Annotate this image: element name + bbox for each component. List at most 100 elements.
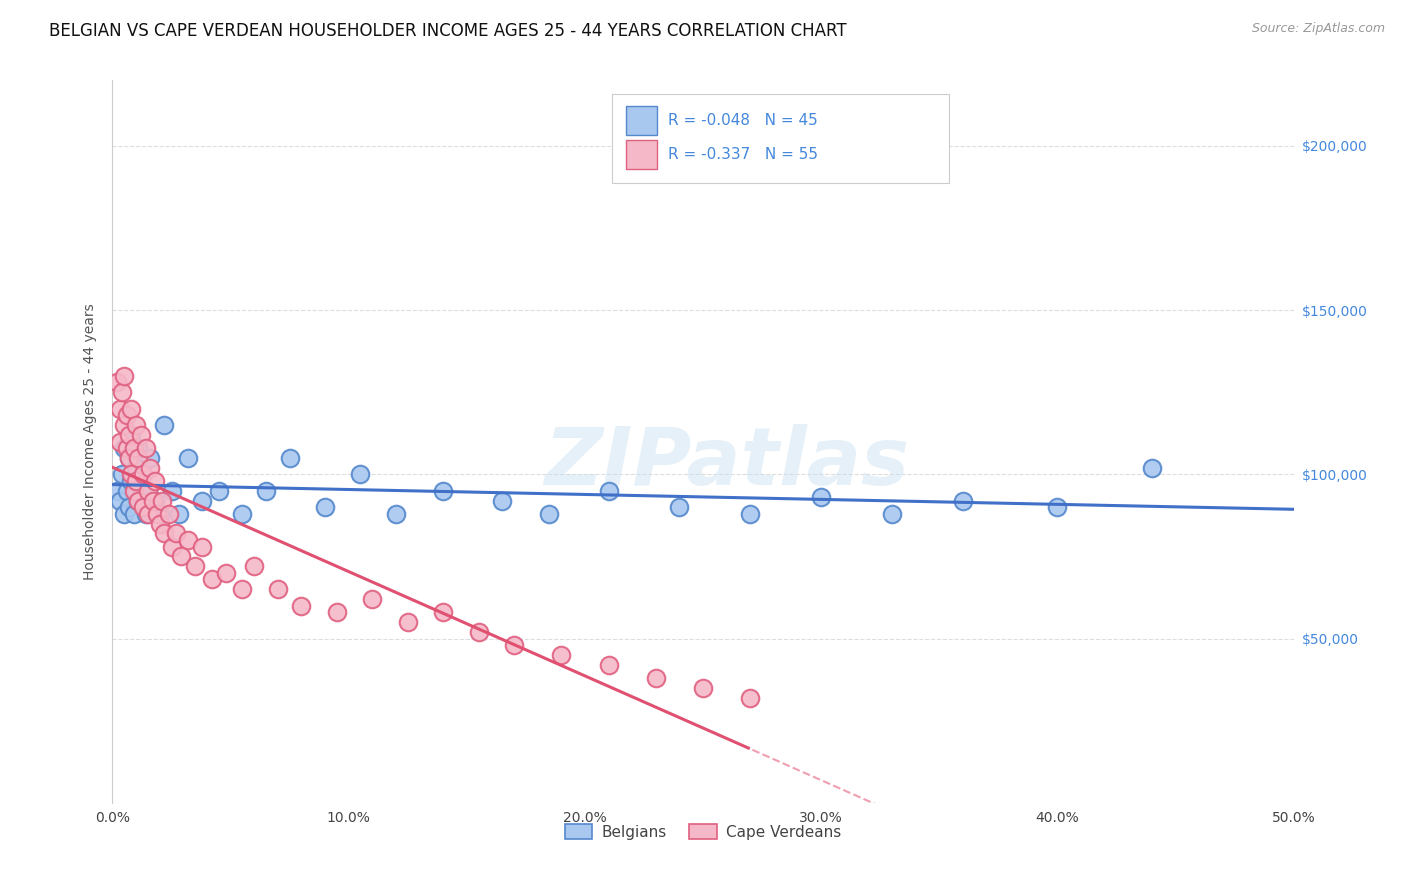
Point bbox=[115, 483, 138, 498]
Text: Source: ZipAtlas.com: Source: ZipAtlas.com bbox=[1251, 22, 1385, 36]
Point bbox=[105, 376, 128, 390]
Point bbox=[598, 657, 620, 672]
Point bbox=[120, 474, 142, 488]
Point bbox=[139, 460, 162, 475]
Point bbox=[122, 483, 145, 498]
Point bbox=[467, 625, 489, 640]
Point bbox=[120, 401, 142, 416]
Point bbox=[112, 441, 135, 455]
Point bbox=[880, 507, 903, 521]
Point bbox=[326, 605, 349, 619]
Point bbox=[118, 450, 141, 465]
Point bbox=[208, 483, 231, 498]
Point bbox=[105, 483, 128, 498]
Point bbox=[129, 428, 152, 442]
Point bbox=[644, 671, 666, 685]
Point bbox=[125, 474, 148, 488]
Point bbox=[740, 690, 762, 705]
Point bbox=[142, 493, 165, 508]
Point bbox=[153, 418, 176, 433]
Point bbox=[122, 507, 145, 521]
Point bbox=[108, 401, 131, 416]
Point bbox=[1140, 460, 1163, 475]
Point bbox=[127, 493, 149, 508]
Point bbox=[160, 483, 183, 498]
Point bbox=[125, 460, 148, 475]
Text: R = -0.048   N = 45: R = -0.048 N = 45 bbox=[668, 113, 818, 128]
Point bbox=[810, 491, 832, 505]
Point bbox=[112, 418, 135, 433]
Point bbox=[115, 409, 138, 423]
Point bbox=[396, 615, 419, 630]
Point bbox=[231, 582, 253, 597]
Point bbox=[125, 418, 148, 433]
Point bbox=[112, 507, 135, 521]
Point bbox=[127, 450, 149, 465]
Point bbox=[538, 507, 561, 521]
Point bbox=[136, 507, 159, 521]
Point bbox=[278, 450, 301, 465]
Point bbox=[952, 493, 974, 508]
Point bbox=[550, 648, 572, 662]
Point bbox=[231, 507, 253, 521]
Point bbox=[118, 450, 141, 465]
Point bbox=[135, 441, 157, 455]
Point bbox=[112, 368, 135, 383]
Point bbox=[385, 507, 408, 521]
Legend: Belgians, Cape Verdeans: Belgians, Cape Verdeans bbox=[558, 818, 848, 846]
Point bbox=[157, 507, 180, 521]
Point bbox=[668, 500, 690, 515]
Point bbox=[108, 493, 131, 508]
Point bbox=[184, 559, 207, 574]
Point bbox=[139, 450, 162, 465]
Point bbox=[290, 599, 312, 613]
Point bbox=[118, 428, 141, 442]
Point bbox=[692, 681, 714, 695]
Point bbox=[491, 493, 513, 508]
Point bbox=[598, 483, 620, 498]
Text: BELGIAN VS CAPE VERDEAN HOUSEHOLDER INCOME AGES 25 - 44 YEARS CORRELATION CHART: BELGIAN VS CAPE VERDEAN HOUSEHOLDER INCO… bbox=[49, 22, 846, 40]
Point bbox=[267, 582, 290, 597]
Point bbox=[149, 516, 172, 531]
Point bbox=[143, 493, 166, 508]
Point bbox=[740, 507, 762, 521]
Point bbox=[122, 441, 145, 455]
Point bbox=[143, 474, 166, 488]
Point bbox=[349, 467, 371, 482]
Point bbox=[111, 385, 134, 400]
Point bbox=[314, 500, 336, 515]
Text: R = -0.337   N = 55: R = -0.337 N = 55 bbox=[668, 147, 818, 161]
Point bbox=[432, 605, 454, 619]
Point bbox=[132, 467, 155, 482]
Point bbox=[215, 566, 238, 580]
Point bbox=[177, 533, 200, 547]
Point bbox=[432, 483, 454, 498]
Point bbox=[136, 483, 159, 498]
Point bbox=[201, 573, 224, 587]
Point bbox=[1046, 500, 1069, 515]
Point bbox=[118, 500, 141, 515]
Point bbox=[129, 481, 152, 495]
Point bbox=[120, 467, 142, 482]
Point bbox=[503, 638, 526, 652]
Point bbox=[243, 559, 266, 574]
Point bbox=[149, 507, 172, 521]
Point bbox=[127, 441, 149, 455]
Y-axis label: Householder Income Ages 25 - 44 years: Householder Income Ages 25 - 44 years bbox=[83, 303, 97, 580]
Point bbox=[167, 507, 190, 521]
Point bbox=[361, 592, 384, 607]
Point bbox=[177, 450, 200, 465]
Point bbox=[115, 441, 138, 455]
Point bbox=[127, 493, 149, 508]
Point bbox=[108, 434, 131, 449]
Point bbox=[125, 483, 148, 498]
Point bbox=[191, 493, 214, 508]
Point bbox=[120, 428, 142, 442]
Text: ZIPatlas: ZIPatlas bbox=[544, 425, 910, 502]
Point bbox=[160, 540, 183, 554]
Point bbox=[150, 493, 173, 508]
Point bbox=[135, 507, 157, 521]
Point bbox=[165, 526, 187, 541]
Point bbox=[132, 500, 155, 515]
Point bbox=[111, 467, 134, 482]
